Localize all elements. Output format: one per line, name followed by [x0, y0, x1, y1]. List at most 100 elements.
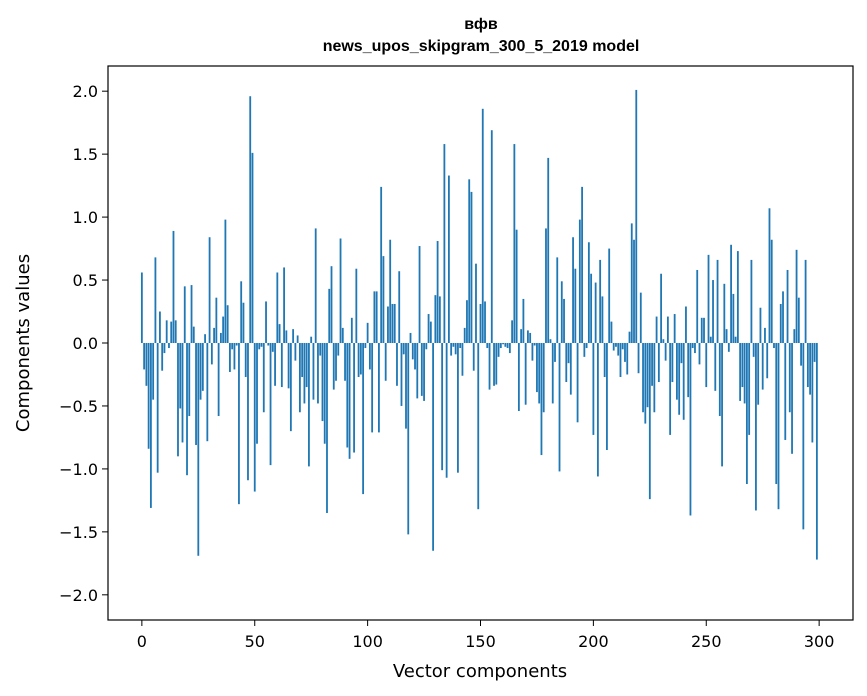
bar — [199, 343, 202, 400]
bar — [678, 343, 681, 415]
bar — [434, 295, 437, 343]
bar — [222, 316, 225, 343]
bar — [572, 237, 574, 343]
bar — [206, 343, 209, 442]
bar — [396, 343, 398, 386]
bar — [375, 291, 378, 343]
bar — [441, 343, 444, 471]
plot-frame — [107, 65, 854, 621]
bar — [745, 343, 748, 485]
bar — [260, 343, 263, 347]
bar — [671, 343, 674, 383]
bar — [714, 343, 717, 391]
bar — [400, 343, 403, 406]
bar — [779, 303, 782, 343]
bar — [154, 257, 157, 343]
bar — [748, 343, 751, 435]
bar — [619, 343, 622, 377]
bar — [804, 259, 807, 343]
bar — [159, 311, 161, 343]
bar — [409, 332, 412, 343]
y-tick-label: 0.5 — [73, 271, 98, 290]
bar — [253, 343, 256, 492]
x-tick-label: 300 — [804, 632, 835, 651]
bar — [256, 343, 258, 444]
bar — [459, 343, 462, 349]
bar — [784, 343, 787, 440]
bar — [739, 343, 742, 401]
bar — [578, 219, 581, 343]
bar — [204, 334, 206, 343]
bar — [287, 343, 290, 389]
bar — [662, 339, 665, 343]
bar — [298, 343, 301, 413]
bar — [183, 286, 186, 343]
bar — [606, 343, 608, 451]
bar — [217, 343, 220, 417]
bar — [795, 249, 798, 343]
bars-group — [140, 89, 818, 560]
bar — [305, 343, 308, 388]
bar — [664, 343, 667, 361]
bar — [689, 343, 692, 516]
bar — [646, 343, 649, 408]
bar — [608, 248, 611, 343]
bar — [554, 343, 556, 362]
bar — [443, 144, 446, 343]
bar — [484, 301, 486, 343]
bar — [655, 316, 658, 343]
bar — [461, 343, 464, 376]
bar — [545, 228, 547, 343]
bar — [538, 343, 541, 404]
bar — [285, 330, 288, 343]
bar — [215, 297, 218, 343]
y-tick-label: 2.0 — [73, 82, 98, 101]
bar — [592, 343, 595, 435]
bar — [470, 191, 473, 343]
bar — [314, 228, 317, 343]
bar — [515, 229, 518, 343]
bar — [736, 251, 739, 343]
bar — [450, 343, 453, 356]
bar — [447, 175, 450, 343]
x-axis-ticks: 0 50 100 150 200 250 300 — [137, 620, 835, 651]
bar — [797, 297, 800, 343]
bar — [359, 343, 362, 375]
bar — [240, 281, 243, 343]
bar — [522, 298, 525, 343]
bar — [806, 343, 809, 388]
bar — [775, 343, 778, 485]
bar — [280, 343, 283, 388]
bar — [741, 343, 744, 388]
bar — [436, 241, 439, 343]
bar — [317, 343, 319, 404]
bar — [147, 343, 150, 449]
bar — [531, 343, 534, 361]
bar — [773, 343, 775, 349]
bar — [558, 343, 561, 472]
bar — [258, 343, 261, 350]
bar — [341, 327, 344, 343]
bar — [703, 317, 705, 343]
bar — [639, 292, 642, 343]
bar — [310, 336, 313, 343]
bar — [265, 301, 267, 343]
bar — [438, 296, 441, 343]
bar — [533, 343, 536, 346]
bar — [811, 343, 814, 443]
bar — [143, 343, 146, 370]
bar — [648, 343, 651, 500]
bar — [635, 89, 638, 343]
bar — [793, 329, 796, 343]
x-tick-label: 50 — [245, 632, 265, 651]
y-tick-label: 1.0 — [73, 208, 98, 227]
bar — [210, 343, 213, 365]
bar — [420, 343, 423, 396]
bar — [727, 343, 730, 352]
bar — [513, 144, 516, 343]
bar — [393, 303, 396, 343]
bar — [432, 343, 434, 551]
bar — [219, 332, 222, 343]
bar — [759, 307, 762, 343]
bar — [624, 343, 626, 362]
